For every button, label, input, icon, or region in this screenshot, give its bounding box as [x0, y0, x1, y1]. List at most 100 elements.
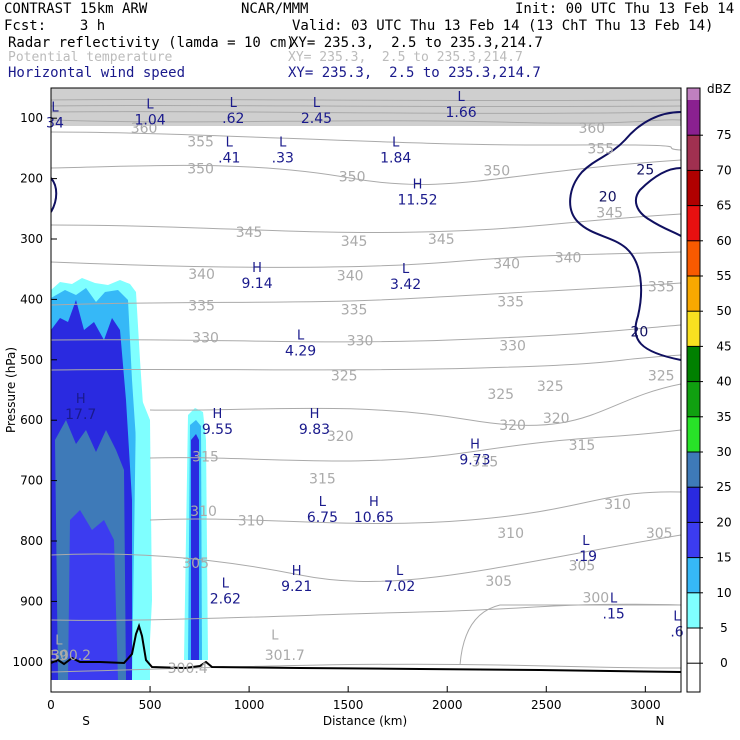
theta-label-24: 325	[537, 379, 564, 395]
theta-contour-13	[149, 429, 681, 462]
theta-label-21: 330	[499, 339, 526, 355]
wind-label-2: 20	[630, 324, 648, 340]
theta-label-6: 350	[483, 163, 510, 179]
theta-contour-17	[459, 604, 681, 666]
y-axis-label: Pressure (hPa)	[4, 347, 18, 433]
extremum-value-19: 9.21	[281, 579, 312, 595]
theta-label-27: 320	[499, 418, 526, 434]
x-tick-label-3: 1500	[333, 698, 364, 712]
extremum-value-6: .33	[272, 150, 294, 166]
extremum-value-9: 9.14	[241, 276, 272, 292]
extremum-value-13: 9.55	[202, 422, 233, 438]
extremum-value-3: 2.45	[301, 111, 332, 127]
colorbar-label-6: 30	[716, 445, 731, 459]
colorbar-swatch-9	[687, 381, 700, 417]
x-tick-label-4: 2000	[432, 698, 463, 712]
extremum-value-20: 7.02	[384, 579, 415, 595]
x-tick-label-2: 1000	[234, 698, 265, 712]
extremum-symbol-18: L	[582, 534, 590, 549]
theta-label-32: 315	[569, 438, 596, 454]
extremum-symbol-15: H	[470, 437, 480, 452]
colorbar-swatch-14	[687, 557, 700, 593]
extremum-symbol-7: L	[392, 135, 400, 150]
theta-label-13: 340	[493, 256, 520, 272]
theta-contour-6	[51, 159, 681, 185]
theta-label-43: 301.7	[265, 648, 305, 664]
extremum-symbol-20: L	[396, 564, 404, 579]
center-label: NCAR/MMM	[241, 1, 309, 17]
colorbar-label-4: 20	[716, 515, 731, 529]
theta-label-26: 320	[327, 429, 354, 445]
theta-label-40: 305	[646, 526, 673, 542]
extremum-value-24: 59	[50, 649, 68, 665]
y-tick-label-5: 600	[20, 413, 43, 427]
colorbar-swatch-0	[687, 88, 700, 100]
theta-contour-9	[51, 282, 681, 306]
colorbar-label-3: 15	[716, 551, 731, 565]
theta-label-38: 305	[485, 574, 512, 590]
field-wind-name: Horizontal wind speed	[8, 65, 186, 81]
theta-label-2: 355	[187, 134, 214, 150]
x-tick-label-6: 3000	[630, 698, 661, 712]
valid-time: Valid: 03 UTC Thu 13 Feb 14 (13 ChT Thu …	[292, 18, 714, 34]
terrain-line	[51, 622, 681, 673]
extremum-value-22: .15	[603, 606, 625, 622]
theta-label-28: 320	[543, 411, 570, 427]
colorbar-swatch-3	[687, 170, 700, 206]
theta-label-18: 335	[648, 279, 675, 295]
extremum-symbol-2: L	[230, 96, 238, 111]
theta-contour-2	[51, 104, 681, 108]
colorbar-swatch-10	[687, 416, 700, 452]
theta-label-11: 340	[188, 267, 215, 283]
extremum-symbol-5: L	[226, 135, 234, 150]
theta-contour-8	[51, 251, 681, 268]
theta-label-8: 345	[341, 234, 368, 250]
colorbar-label-1: 5	[720, 621, 728, 635]
theta-label-41: 300	[582, 590, 609, 606]
extremum-value-15: 9.73	[459, 452, 490, 468]
theta-label-10: 345	[596, 206, 623, 222]
theta-label-3: 355	[587, 142, 614, 158]
extremum-symbol-10: L	[402, 262, 410, 277]
theta-label-29: 315	[192, 450, 219, 466]
colorbar-swatch-6	[687, 276, 700, 312]
theta-label-20: 330	[347, 334, 374, 350]
colorbar-label-12: 60	[716, 234, 731, 248]
colorbar-label-8: 40	[716, 375, 731, 389]
theta-label-25: 325	[648, 369, 675, 385]
x-tick-label-1: 500	[139, 698, 162, 712]
y-tick-label-2: 300	[20, 232, 43, 246]
colorbar-frame	[686, 87, 701, 693]
theta-label-15: 335	[188, 299, 215, 315]
field-reflectivity-name: Radar reflectivity (lamda = 10 cm)	[8, 35, 295, 51]
colorbar-swatch-1	[687, 100, 700, 136]
field-theta-xy: XY= 235.3, 2.5 to 235.3,214.7	[288, 50, 523, 65]
colorbar-label-15: 75	[716, 128, 731, 142]
extremum-symbol-19: H	[292, 564, 302, 579]
extremum-symbol-22: L	[610, 591, 618, 606]
colorbar-swatch-7	[687, 311, 700, 347]
extremum-value-10: 3.42	[390, 277, 421, 293]
extremum-symbol-3: L	[313, 96, 321, 111]
colorbar-label-13: 65	[716, 199, 731, 213]
extremum-symbol-6: L	[279, 135, 287, 150]
colorbar-swatch-15	[687, 592, 700, 628]
extremum-symbol-12: H	[76, 392, 86, 407]
extremum-value-18: .19	[575, 549, 597, 565]
extremum-symbol-24: L	[55, 634, 63, 649]
extremum-value-7: 1.84	[380, 150, 411, 166]
y-tick-label-9: 1000	[12, 655, 43, 669]
x-axis-label: Distance (km)	[323, 714, 407, 728]
theta-label-31: 315	[472, 454, 499, 470]
wind-label-1: 20	[599, 190, 617, 206]
extremum-symbol-9: H	[252, 261, 262, 276]
theta-label-17: 335	[497, 294, 524, 310]
colorbar-label-10: 50	[716, 304, 731, 318]
theta-label-23: 325	[487, 387, 514, 403]
x-end-label-right: N	[656, 714, 665, 728]
y-tick-label-7: 800	[20, 534, 43, 548]
x-tick-label-5: 2500	[531, 698, 562, 712]
theta-label-0: 360	[131, 121, 158, 137]
extremum-symbol-11: L	[297, 329, 305, 344]
